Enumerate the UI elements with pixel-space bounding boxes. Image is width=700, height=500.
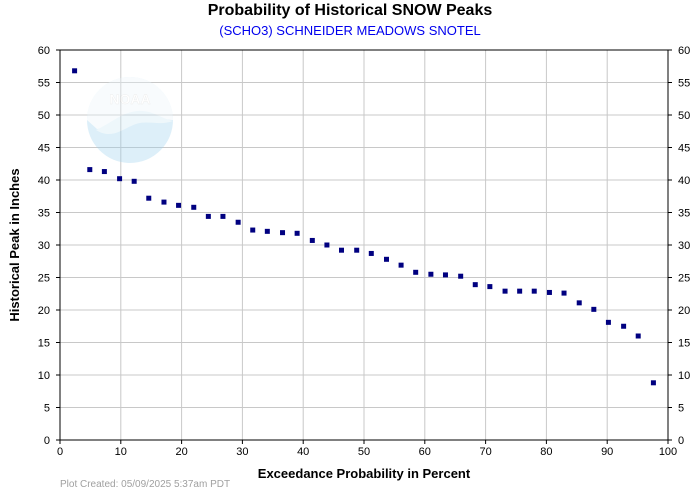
chart-subtitle: (SCHO3) SCHNEIDER MEADOWS SNOTEL bbox=[219, 23, 481, 38]
data-point bbox=[191, 204, 197, 210]
data-point bbox=[650, 380, 656, 386]
data-point bbox=[621, 323, 627, 329]
y-tick-label-left: 25 bbox=[38, 273, 50, 285]
y-tick-label-right: 40 bbox=[678, 175, 690, 187]
y-tick-label-left: 20 bbox=[38, 305, 50, 317]
data-point bbox=[546, 289, 552, 295]
y-tick-label-left: 55 bbox=[38, 78, 50, 90]
data-point bbox=[383, 256, 389, 262]
data-point bbox=[398, 262, 404, 268]
axis-ticks bbox=[56, 49, 672, 444]
noaa-logo: NOAA bbox=[87, 77, 173, 163]
data-point bbox=[294, 230, 300, 236]
data-point bbox=[101, 169, 107, 175]
y-tick-label-left: 5 bbox=[44, 403, 50, 415]
chart-title: Probability of Historical SNOW Peaks bbox=[207, 2, 493, 19]
data-point bbox=[87, 167, 93, 173]
data-point bbox=[472, 282, 478, 288]
y-tick-label-right: 55 bbox=[678, 78, 690, 90]
data-point bbox=[339, 247, 345, 253]
y-tick-label-right: 15 bbox=[678, 338, 690, 350]
noaa-logo-disc bbox=[87, 77, 173, 163]
data-point bbox=[635, 333, 641, 339]
x-tick-label: 30 bbox=[236, 446, 248, 458]
y-tick-label-left: 0 bbox=[44, 435, 50, 447]
x-tick-label: 70 bbox=[479, 446, 491, 458]
data-point bbox=[72, 68, 78, 74]
data-point bbox=[354, 247, 360, 253]
y-tick-label-left: 35 bbox=[38, 208, 50, 220]
x-axis-label: Exceedance Probability in Percent bbox=[258, 466, 471, 481]
noaa-logo-top bbox=[87, 77, 173, 129]
data-point bbox=[264, 228, 270, 234]
data-point bbox=[235, 219, 241, 225]
y-axis-label: Historical Peak in Inches bbox=[7, 168, 22, 321]
data-point bbox=[309, 237, 315, 243]
data-point bbox=[117, 176, 123, 182]
data-point bbox=[502, 288, 508, 294]
x-tick-label: 20 bbox=[175, 446, 187, 458]
data-point bbox=[442, 272, 448, 278]
data-point bbox=[324, 242, 330, 248]
y-tick-label-right: 45 bbox=[678, 143, 690, 155]
y-tick-label-right: 30 bbox=[678, 240, 690, 252]
noaa-logo-text: NOAA bbox=[109, 91, 150, 107]
x-tick-label: 50 bbox=[358, 446, 370, 458]
y-tick-label-left: 10 bbox=[38, 370, 50, 382]
data-point bbox=[531, 288, 537, 294]
y-tick-label-left: 45 bbox=[38, 143, 50, 155]
plot-created-note: Plot Created: 05/09/2025 5:37am PDT bbox=[60, 479, 231, 490]
data-point bbox=[368, 250, 374, 256]
y-tick-label-left: 30 bbox=[38, 240, 50, 252]
y-tick-label-right: 25 bbox=[678, 273, 690, 285]
data-point bbox=[205, 213, 211, 219]
data-point bbox=[146, 195, 152, 201]
noaa-logo-bird-icon bbox=[96, 110, 173, 135]
data-point bbox=[250, 227, 256, 233]
y-tick-label-right: 60 bbox=[678, 45, 690, 57]
data-point bbox=[176, 202, 182, 208]
x-tick-label: 80 bbox=[540, 446, 552, 458]
y-tick-label-left: 60 bbox=[38, 45, 50, 57]
data-point bbox=[428, 271, 434, 277]
y-tick-label-right: 5 bbox=[678, 403, 684, 415]
y-tick-label-right: 0 bbox=[678, 435, 684, 447]
data-point bbox=[131, 178, 137, 184]
y-tick-label-left: 15 bbox=[38, 338, 50, 350]
data-point bbox=[220, 213, 226, 219]
y-tick-label-right: 35 bbox=[678, 208, 690, 220]
x-tick-label: 60 bbox=[419, 446, 431, 458]
x-tick-label: 10 bbox=[115, 446, 127, 458]
x-tick-label: 0 bbox=[57, 446, 63, 458]
y-tick-label-right: 20 bbox=[678, 305, 690, 317]
x-tick-label: 100 bbox=[659, 446, 677, 458]
data-point bbox=[517, 288, 523, 294]
data-point bbox=[280, 230, 286, 236]
plot-frame bbox=[59, 49, 669, 441]
data-point bbox=[561, 290, 567, 296]
data-point bbox=[576, 300, 582, 306]
data-point bbox=[605, 319, 611, 325]
data-point bbox=[161, 199, 167, 205]
x-tick-label: 40 bbox=[297, 446, 309, 458]
y-tick-label-left: 50 bbox=[38, 110, 50, 122]
data-points bbox=[72, 68, 656, 386]
data-point bbox=[487, 284, 493, 290]
x-tick-label: 90 bbox=[601, 446, 613, 458]
y-tick-label-right: 50 bbox=[678, 110, 690, 122]
data-point bbox=[413, 269, 419, 275]
data-point bbox=[458, 273, 464, 279]
data-point bbox=[591, 306, 597, 312]
y-tick-label-left: 40 bbox=[38, 175, 50, 187]
y-tick-label-right: 10 bbox=[678, 370, 690, 382]
